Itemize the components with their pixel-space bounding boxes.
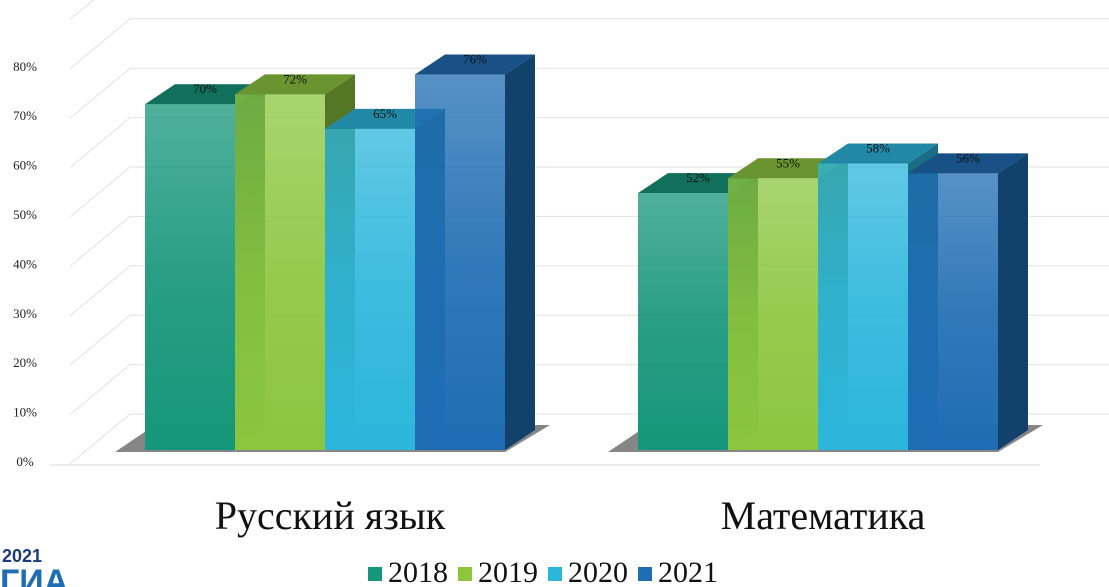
grid-line — [69, 67, 1109, 119]
bar-top — [908, 153, 1028, 174]
bar-top-shade — [235, 74, 355, 95]
legend-swatch — [638, 567, 652, 581]
bar-side — [998, 153, 1028, 451]
bar-top-shade — [415, 54, 535, 75]
bar-side — [505, 54, 535, 451]
y-tick-label: 60% — [13, 158, 37, 173]
value-label: 58% — [866, 140, 890, 155]
value-label: 56% — [956, 150, 980, 165]
y-tick-label: 0% — [16, 454, 34, 469]
legend-swatch — [548, 567, 562, 581]
bar-side-shade — [505, 54, 535, 451]
logo-name: ГИА — [0, 563, 68, 587]
bar — [325, 128, 415, 450]
y-tick-label: 30% — [13, 306, 37, 321]
x-tick-label: Русский язык — [215, 493, 446, 538]
bar — [728, 178, 818, 451]
value-label: 52% — [686, 170, 710, 185]
legend-swatch — [458, 567, 472, 581]
value-label: 70% — [193, 81, 217, 96]
y-tick-label: 40% — [13, 256, 37, 271]
bar-top-shade — [818, 143, 938, 164]
value-label: 72% — [283, 71, 307, 86]
x-tick-label: Математика — [721, 493, 926, 538]
bar — [145, 104, 235, 450]
y-tick-label: 10% — [13, 405, 37, 420]
y-tick-label: 20% — [13, 355, 37, 370]
bar-side-shade — [998, 153, 1028, 451]
legend-label: 2018 — [388, 556, 448, 587]
bar — [638, 193, 728, 450]
value-label: 65% — [373, 106, 397, 121]
legend-label: 2019 — [478, 556, 538, 587]
value-label: 55% — [776, 155, 800, 170]
y-tick-label: 70% — [13, 108, 37, 123]
bar-top — [818, 143, 938, 164]
bar-top — [415, 54, 535, 75]
grid-line — [69, 117, 1109, 168]
bar — [415, 74, 505, 450]
legend-swatch — [368, 567, 382, 581]
y-tick-label: 50% — [13, 207, 37, 222]
bar — [818, 163, 908, 451]
bar — [235, 94, 325, 450]
y-tick-label: 80% — [13, 59, 37, 74]
logo-year: 2021 — [2, 546, 42, 566]
bar-top-shade — [908, 153, 1028, 174]
bar — [908, 173, 998, 451]
value-label: 76% — [463, 52, 487, 67]
legend-label: 2021 — [658, 556, 718, 587]
grid-line — [69, 0, 95, 20]
bar-top — [235, 74, 355, 95]
grid-line — [69, 18, 1109, 70]
legend-label: 2020 — [568, 556, 628, 587]
